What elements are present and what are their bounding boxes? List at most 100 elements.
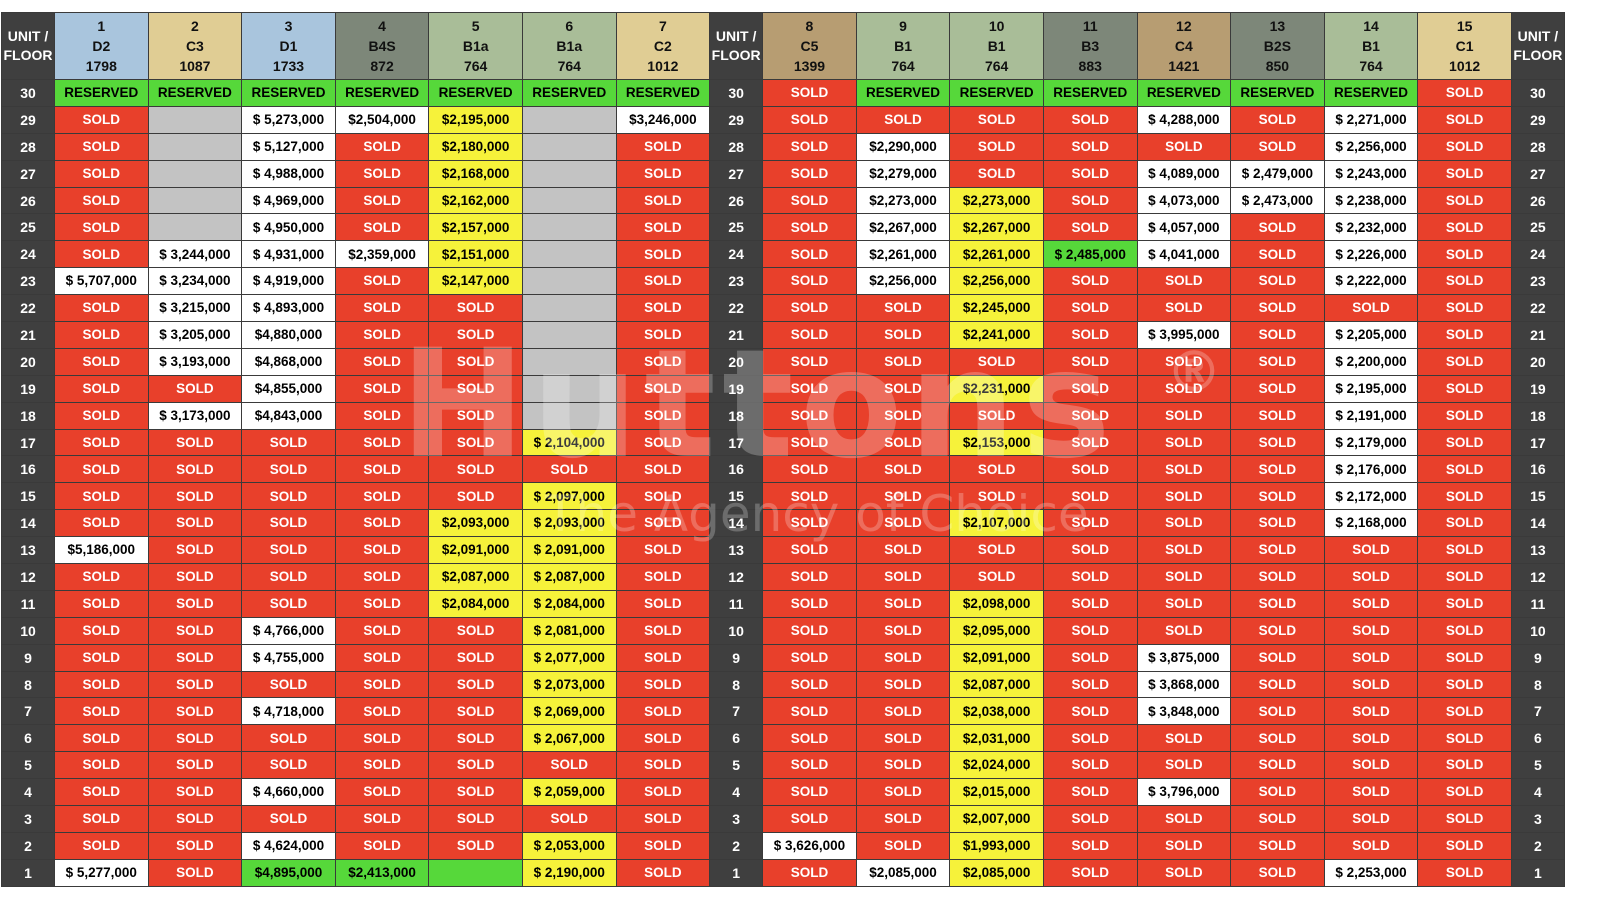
- floor-number: 17: [1, 428, 55, 457]
- unit-number: 9: [899, 17, 907, 34]
- unit-size: 1733: [272, 58, 305, 75]
- sold-cell: SOLD: [1042, 697, 1138, 726]
- sold-cell: SOLD: [54, 401, 149, 430]
- unit-header-11: 11 B3 883: [1042, 12, 1138, 80]
- sold-cell: SOLD: [428, 428, 523, 457]
- floor-number: 6: [709, 724, 764, 753]
- sold-cell: SOLD: [762, 455, 857, 484]
- sold-cell: SOLD: [1042, 670, 1138, 699]
- unit-floor-header: UNIT / FLOOR: [709, 12, 764, 80]
- sold-cell: SOLD: [241, 455, 336, 484]
- reserved-cell: RESERVED: [855, 79, 951, 107]
- floor-number: 24: [1510, 240, 1565, 269]
- floor-row: 20 SOLD $ 3,193,000 $4,868,000 SOLD SOLD SOLD 2…: [1, 347, 1565, 376]
- floor-row: 25 SOLD $ 4,950,000 SOLD $2,157,000 SOLD 25 SOL…: [1, 213, 1565, 242]
- sold-cell: SOLD: [428, 670, 523, 699]
- unit-header-10: 10 B1 764: [949, 12, 1044, 80]
- sold-cell: SOLD: [1417, 643, 1512, 672]
- floor-number: 21: [1510, 321, 1565, 349]
- floor-number: 10: [1, 616, 55, 645]
- price-cell: $ 2,176,000: [1323, 455, 1419, 484]
- price-cell: $ 2,059,000: [521, 778, 617, 807]
- price-cell: $ 2,093,000: [521, 509, 617, 538]
- unit-header-4: 4 B4S 872: [334, 12, 430, 80]
- price-cell: $2,024,000: [949, 751, 1044, 780]
- unit-size: 872: [370, 58, 394, 75]
- floor-row: 10 SOLD SOLD $ 4,766,000 SOLD SOLD $ 2,081,000…: [1, 616, 1565, 645]
- unavailable-cell: [521, 294, 617, 323]
- sold-cell: SOLD: [1417, 563, 1512, 591]
- reserved-cell: RESERVED: [54, 79, 149, 107]
- sold-cell: SOLD: [762, 778, 857, 807]
- sold-cell: SOLD: [334, 670, 430, 699]
- price-cell: $ 2,479,000: [1230, 159, 1325, 188]
- floor-number: 21: [1, 321, 55, 349]
- sold-cell: SOLD: [615, 455, 711, 484]
- price-cell: $2,007,000: [949, 805, 1044, 833]
- sold-cell: SOLD: [855, 321, 951, 349]
- price-cell: $ 3,868,000: [1136, 670, 1232, 699]
- price-cell: $2,290,000: [855, 132, 951, 161]
- sold-cell: SOLD: [855, 374, 951, 403]
- sold-cell: SOLD: [762, 751, 857, 780]
- sold-cell: SOLD: [1417, 616, 1512, 645]
- unit-number: 6: [565, 17, 574, 34]
- sold-cell: SOLD: [1323, 697, 1419, 726]
- sold-cell: SOLD: [762, 267, 857, 296]
- sold-cell: SOLD: [949, 563, 1044, 591]
- sold-cell: SOLD: [762, 132, 857, 161]
- floor-number: 20: [709, 347, 764, 376]
- sold-cell: SOLD: [334, 509, 430, 538]
- price-cell: $ 2,200,000: [1323, 347, 1419, 376]
- sold-cell: SOLD: [1417, 805, 1512, 833]
- sold-cell: SOLD: [1042, 724, 1138, 753]
- reserved-cell: RESERVED: [1042, 79, 1138, 107]
- sold-cell: SOLD: [615, 321, 711, 349]
- price-cell: $ 2,226,000: [1323, 240, 1419, 269]
- sold-cell: SOLD: [241, 805, 336, 833]
- price-cell: $2,031,000: [949, 724, 1044, 753]
- sold-cell: SOLD: [1042, 347, 1138, 376]
- sold-cell: SOLD: [615, 858, 711, 887]
- sold-cell: SOLD: [334, 751, 430, 780]
- price-cell: $4,855,000: [241, 374, 336, 403]
- sold-cell: SOLD: [54, 509, 149, 538]
- price-cell: $ 2,205,000: [1323, 321, 1419, 349]
- sold-cell: SOLD: [428, 401, 523, 430]
- unavailable-cell: [521, 267, 617, 296]
- price-cell: $ 4,919,000: [241, 267, 336, 296]
- sold-cell: SOLD: [334, 374, 430, 403]
- price-cell: $2,195,000: [428, 105, 523, 134]
- sold-cell: SOLD: [1042, 536, 1138, 565]
- sold-cell: SOLD: [54, 643, 149, 672]
- sold-cell: SOLD: [428, 751, 523, 780]
- unit-header-12: 12 C4 1421: [1136, 12, 1232, 80]
- sold-cell: SOLD: [147, 724, 243, 753]
- sold-cell: SOLD: [615, 374, 711, 403]
- sold-cell: SOLD: [334, 643, 430, 672]
- floor-number: 28: [1, 132, 55, 161]
- unavailable-cell: [147, 105, 243, 134]
- sold-cell: SOLD: [1417, 482, 1512, 511]
- unit-availability-table: UNIT / FLOOR 1 D2 1798 2 C3 1087 3 D1 1733 4 B4S 872 5…: [1, 12, 1565, 887]
- unit-size: 1012: [1449, 58, 1481, 75]
- reserved-cell: RESERVED: [428, 79, 523, 107]
- sold-cell: SOLD: [334, 347, 430, 376]
- sold-cell: SOLD: [54, 805, 149, 833]
- price-cell: $ 4,041,000: [1136, 240, 1232, 269]
- sold-cell: SOLD: [1323, 670, 1419, 699]
- sold-cell: SOLD: [1417, 509, 1512, 538]
- sold-cell: SOLD: [1136, 294, 1232, 323]
- unit-type: C3: [185, 37, 204, 54]
- floor-number: 1: [1510, 858, 1565, 887]
- sold-cell: SOLD: [1136, 132, 1232, 161]
- sold-cell: SOLD: [762, 321, 857, 349]
- floor-number: 12: [709, 563, 764, 591]
- sold-cell: SOLD: [428, 805, 523, 833]
- price-cell: $4,843,000: [241, 401, 336, 430]
- sold-cell: SOLD: [615, 724, 711, 753]
- unit-type: C1: [1455, 37, 1474, 54]
- unit-floor-label-line1: UNIT /: [1517, 28, 1559, 45]
- sold-cell: SOLD: [1230, 401, 1325, 430]
- reserved-cell: RESERVED: [334, 79, 430, 107]
